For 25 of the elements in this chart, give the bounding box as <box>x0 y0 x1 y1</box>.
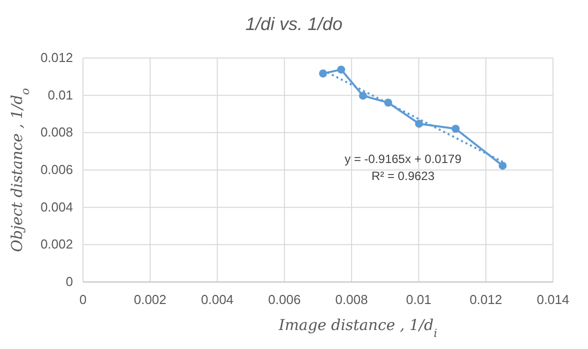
y-tick-label: 0.012 <box>40 50 73 65</box>
point <box>358 92 367 100</box>
x-tick-label: 0.006 <box>268 292 301 307</box>
x-tick-label: 0.01 <box>406 292 432 307</box>
x-tick-label: 0.004 <box>201 292 234 307</box>
y-tick-label: 0 <box>66 274 73 289</box>
y-tick-label: 0.002 <box>40 236 73 252</box>
point <box>498 162 507 170</box>
x-tick-label: 0.014 <box>536 292 570 307</box>
y-tick-label: 0.006 <box>40 162 73 177</box>
x-tick-label: 0.012 <box>470 292 502 307</box>
y-tick-label: 0.01 <box>48 87 73 102</box>
annotation: R² = 0.9623 <box>371 169 435 183</box>
x-tick-label: 0.002 <box>134 292 166 307</box>
x-tick-label: 0.008 <box>335 292 368 307</box>
annotation: y = -0.9165x + 0.0179 <box>344 152 462 166</box>
point <box>452 124 460 133</box>
x-tick-label: 0 <box>79 292 87 307</box>
y-tick-label: 0.008 <box>40 124 73 140</box>
x-axis-title: Image distance , 1/d$_{i}$ <box>278 316 438 340</box>
point <box>415 120 424 128</box>
chart-title: 1/di vs. 1/do <box>245 14 343 34</box>
point <box>337 66 346 74</box>
point <box>319 69 328 78</box>
y-tick-label: 0.004 <box>40 199 73 214</box>
